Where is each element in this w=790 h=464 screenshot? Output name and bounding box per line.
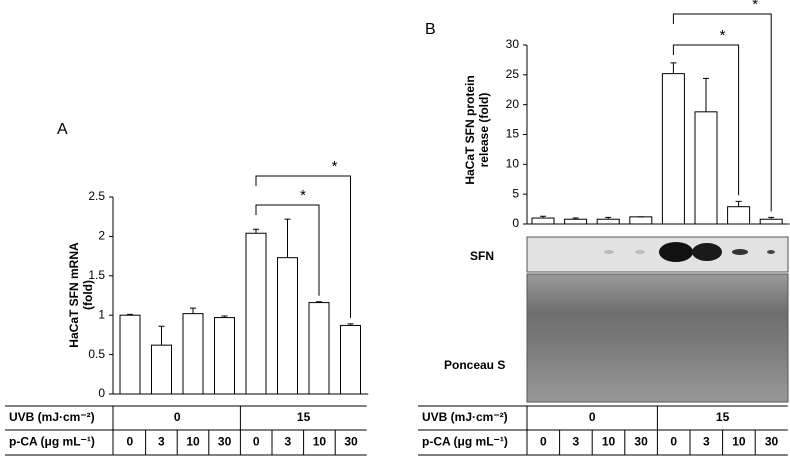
x-tick-label: 3 [703, 435, 710, 449]
significance-mark: * [300, 187, 306, 204]
significance-bracket [255, 175, 351, 318]
x-tick-label: 10 [602, 435, 616, 449]
bar [727, 206, 751, 225]
error-bar [253, 228, 259, 234]
x-tick-label: 10 [732, 435, 746, 449]
blot-band [732, 249, 748, 255]
error-bar [703, 77, 709, 112]
table-grid [418, 405, 788, 456]
error-bar [572, 217, 579, 220]
bar [694, 111, 718, 225]
table-grid [5, 405, 367, 456]
y-tick-label: 30 [506, 37, 520, 51]
error-bar [768, 216, 775, 220]
blot-band [635, 250, 645, 254]
significance-bracket [672, 44, 740, 196]
error-bar [670, 62, 677, 74]
error-bar [221, 315, 228, 318]
bar [759, 218, 783, 225]
error-bar [347, 323, 354, 326]
x-tick-label: 30 [765, 435, 779, 449]
error-bar [540, 215, 546, 219]
x-tick-label: 10 [313, 435, 327, 449]
x-tick-label: 0 [540, 435, 547, 449]
y-tick-label: 2.5 [88, 189, 105, 203]
table-row-label: p-CA (μg mL⁻¹) [9, 435, 95, 449]
x-tick-label: 3 [158, 435, 165, 449]
bar [564, 218, 588, 225]
table-group: 15 [297, 410, 311, 424]
error-bar [735, 200, 742, 207]
bar [245, 232, 267, 395]
significance-mark: * [332, 158, 338, 175]
significance-mark: * [720, 27, 726, 44]
x-tick-label: 30 [218, 435, 232, 449]
ponceau-blot [526, 273, 789, 403]
y-tick-label: 10 [506, 157, 520, 171]
sfn-blot [526, 236, 789, 273]
error-bar [127, 313, 133, 316]
bar [531, 217, 555, 225]
table-group: 15 [716, 410, 730, 424]
x-tick-label: 3 [284, 435, 291, 449]
blot-band [604, 250, 614, 254]
panel-label: A [57, 121, 68, 138]
y-tick-label: 1.5 [88, 268, 105, 282]
y-tick-label: 2 [98, 229, 105, 243]
table-row-label: p-CA (μg mL⁻¹) [422, 435, 508, 449]
bar [151, 344, 172, 395]
x-tick-label: 0 [253, 435, 260, 449]
y-axis-label: release (fold) [477, 93, 491, 168]
y-tick-label: 0.5 [88, 347, 105, 361]
bar [308, 302, 330, 395]
error-bar [190, 307, 196, 314]
x-tick-label: 30 [344, 435, 358, 449]
y-tick-label: 5 [512, 186, 519, 200]
panel-label: B [425, 21, 436, 38]
error-bar [158, 325, 165, 346]
blot-label: Ponceau S [444, 358, 505, 372]
y-axis-label: HaCaT SFN protein [463, 75, 477, 184]
significance-bracket [672, 13, 772, 212]
x-tick-label: 0 [126, 435, 133, 449]
y-tick-label: 20 [506, 97, 520, 111]
blot-band [767, 250, 775, 254]
y-tick-label: 0 [98, 386, 105, 400]
y-axis-label: HaCaT SFN mRNA [67, 242, 81, 348]
table-row-label: UVB (mJ·cm⁻²) [9, 410, 95, 424]
table-group: 0 [589, 410, 596, 424]
error-bar [605, 216, 612, 220]
table-group: 0 [174, 410, 181, 424]
bar [661, 73, 685, 225]
table-row-label: UVB (mJ·cm⁻²) [422, 410, 508, 424]
x-tick-label: 3 [573, 435, 580, 449]
significance-mark: * [752, 0, 758, 13]
y-tick-label: 25 [506, 67, 520, 81]
error-bar [284, 218, 291, 258]
blot-band [659, 242, 693, 262]
x-tick-label: 0 [670, 435, 677, 449]
y-tick-label: 0 [512, 216, 519, 230]
bar [596, 218, 620, 225]
blot-label: SFN [470, 249, 494, 263]
bar [214, 317, 235, 395]
significance-bracket [255, 204, 320, 296]
bar [629, 216, 653, 225]
y-tick-label: 15 [506, 127, 520, 141]
y-axis-label: (fold) [81, 280, 95, 310]
error-bar [316, 301, 322, 303]
blot-band [692, 243, 722, 261]
bar [277, 257, 298, 395]
x-tick-label: 10 [186, 435, 200, 449]
y-tick-label: 1 [98, 307, 105, 321]
x-tick-label: 30 [634, 435, 648, 449]
bar [340, 324, 361, 395]
bar [182, 313, 204, 395]
bar [119, 314, 141, 395]
